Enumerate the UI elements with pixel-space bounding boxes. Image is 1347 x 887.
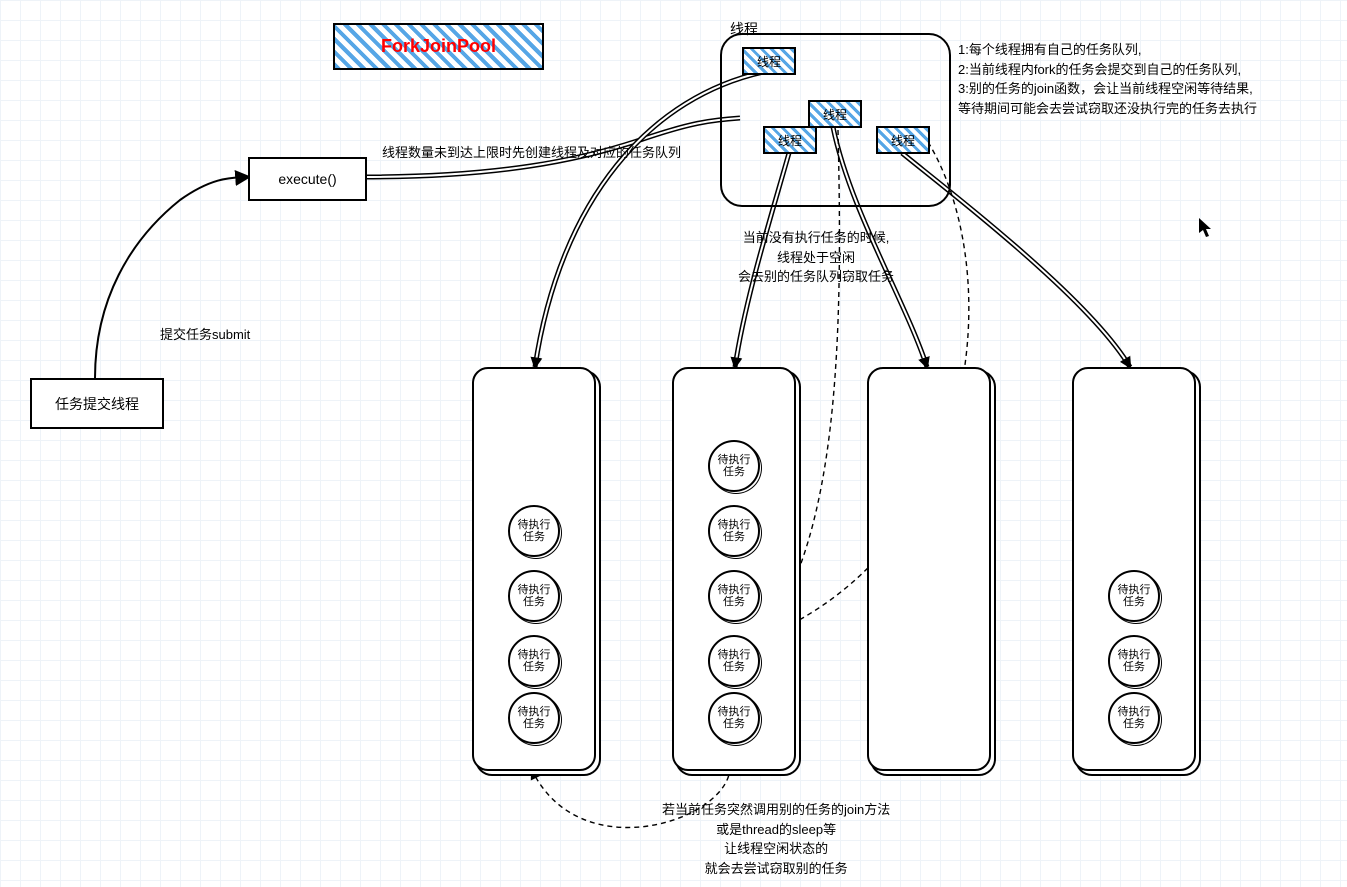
task-queue-2 — [867, 367, 991, 771]
task-queue-1-item-4: 待执行 任务 — [708, 692, 760, 744]
thread-tag-3: 线程 — [876, 126, 930, 154]
annotation-submit: 提交任务submit — [160, 325, 250, 345]
thread-tag-0: 线程 — [742, 47, 796, 75]
forkjoinpool-title-text: ForkJoinPool — [381, 36, 496, 57]
task-queue-0-item-1: 待执行 任务 — [508, 570, 560, 622]
mouse-cursor-icon — [1198, 217, 1214, 239]
node-execute-label: execute() — [278, 171, 336, 187]
diagram-canvas: ForkJoinPool 任务提交线程 execute() 线程 线程线程线程线… — [0, 0, 1347, 887]
task-queue-3-item-2: 待执行 任务 — [1108, 692, 1160, 744]
task-queue-1-item-3: 待执行 任务 — [708, 635, 760, 687]
task-queue-0-item-3: 待执行 任务 — [508, 692, 560, 744]
annotation-right: 1:每个线程拥有自己的任务队列, 2:当前线程内fork的任务会提交到自己的任务… — [958, 40, 1257, 118]
node-submit-thread: 任务提交线程 — [30, 378, 164, 429]
annotation-mid: 当前没有执行任务的时候, 线程处于空闲 会去别的任务队列窃取任务 — [738, 228, 894, 287]
thread-tag-1: 线程 — [808, 100, 862, 128]
annotation-bottom: 若当前任务突然调用别的任务的join方法 或是thread的sleep等 让线程… — [662, 800, 890, 878]
annotation-execute: 线程数量未到达上限时先创建线程及对应的任务队列 — [382, 143, 681, 163]
node-submit-thread-label: 任务提交线程 — [55, 394, 139, 414]
task-queue-0-item-0: 待执行 任务 — [508, 505, 560, 557]
node-execute: execute() — [248, 157, 367, 201]
task-queue-0-item-2: 待执行 任务 — [508, 635, 560, 687]
forkjoinpool-title: ForkJoinPool — [333, 23, 544, 70]
task-queue-1-item-2: 待执行 任务 — [708, 570, 760, 622]
task-queue-3-item-1: 待执行 任务 — [1108, 635, 1160, 687]
thread-tag-2: 线程 — [763, 126, 817, 154]
task-queue-1-item-0: 待执行 任务 — [708, 440, 760, 492]
task-queue-3-item-0: 待执行 任务 — [1108, 570, 1160, 622]
task-queue-1-item-1: 待执行 任务 — [708, 505, 760, 557]
